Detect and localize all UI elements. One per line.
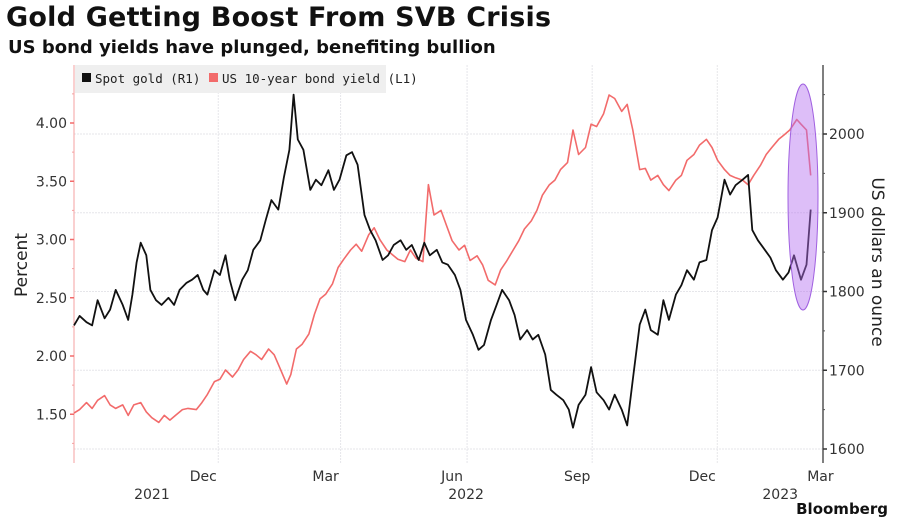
x-axis-month-label: Dec <box>689 469 716 485</box>
legend-swatch-gold <box>82 73 91 82</box>
x-axis-month-label: Jun <box>440 469 463 485</box>
left-axis-tick-label: 2.50 <box>36 291 67 307</box>
left-axis-tick-label: 1.50 <box>36 407 67 423</box>
legend-box <box>75 65 386 93</box>
right-axis-tick-label: 2000 <box>829 127 865 143</box>
left-axis-tick-label: 3.50 <box>36 174 67 190</box>
right-axis-tick-label: 1900 <box>829 206 865 222</box>
right-axis-tick-label: 1700 <box>829 363 865 379</box>
left-axis-title: Percent <box>12 233 32 297</box>
x-axis-year-label: 2022 <box>448 487 484 503</box>
svb-highlight-ellipse <box>787 83 819 311</box>
left-axis-tick-label: 4.00 <box>36 116 67 132</box>
right-axis-tick-label: 1600 <box>829 442 865 458</box>
x-axis-month-label: Mar <box>312 469 339 485</box>
left-axis-tick-label: 2.00 <box>36 349 67 365</box>
legend-label-yield: US 10-year bond yield (L1) <box>222 71 418 86</box>
right-axis-title: US dollars an ounce <box>867 177 887 346</box>
x-axis-year-label: 2023 <box>762 487 798 503</box>
left-axis-tick-label: 3.00 <box>36 233 67 249</box>
legend-swatch-yield <box>209 73 218 82</box>
series-line-bond-yield <box>73 94 812 424</box>
x-axis-month-label: Sep <box>564 469 591 485</box>
series-line-spot-gold <box>73 93 812 429</box>
chart-title: Gold Getting Boost From SVB Crisis <box>6 2 552 33</box>
source-label: Bloomberg <box>796 500 888 518</box>
x-axis-month-label: Dec <box>190 469 217 485</box>
legend-label-gold: Spot gold (R1) <box>95 71 200 86</box>
x-axis-month-label: Mar <box>807 469 834 485</box>
x-axis-year-label: 2021 <box>134 487 170 503</box>
chart-subtitle: US bond yields have plunged, benefiting … <box>8 37 496 58</box>
right-axis-tick-label: 1800 <box>829 285 865 301</box>
